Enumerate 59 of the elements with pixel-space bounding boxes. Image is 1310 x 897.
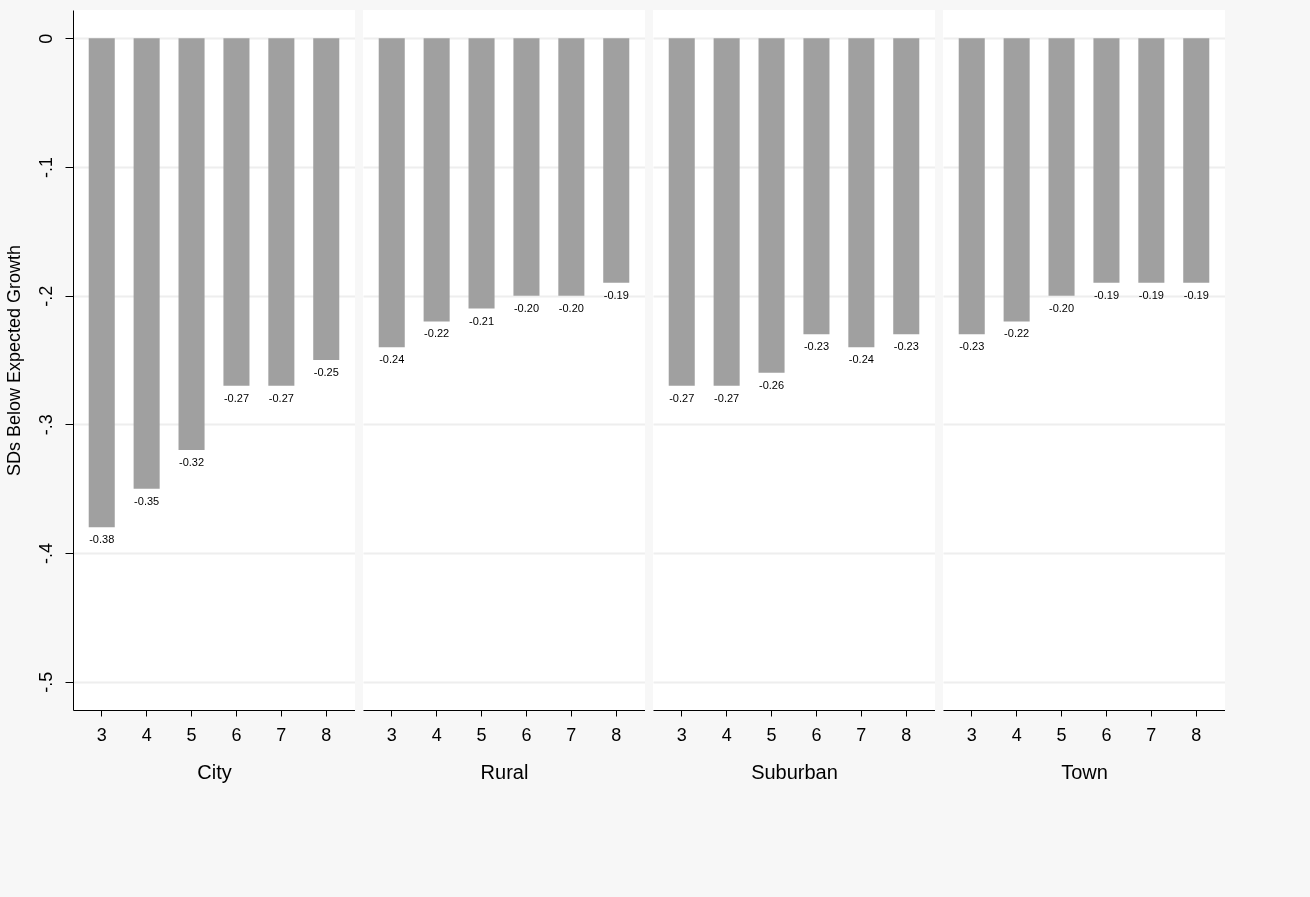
data-label: -0.23 xyxy=(803,340,829,353)
data-label: -0.35 xyxy=(134,494,160,507)
x-tick-label: 5 xyxy=(186,724,197,745)
data-label: -0.19 xyxy=(603,288,629,301)
x-tick-label: 6 xyxy=(521,724,532,745)
x-tick-label: 5 xyxy=(766,724,777,745)
x-tick-label: 8 xyxy=(901,724,912,745)
x-tick-label: 5 xyxy=(1056,724,1067,745)
y-axis-title: SDs Below Expected Growth xyxy=(3,244,24,477)
x-axis-title: Rural xyxy=(480,760,529,783)
y-tick-label: -.1 xyxy=(35,156,56,178)
data-label: -0.23 xyxy=(959,340,985,353)
y-tick-label: 0 xyxy=(35,33,56,44)
x-tick-label: 5 xyxy=(476,724,487,745)
x-tick-label: 8 xyxy=(1191,724,1202,745)
x-tick-label: 7 xyxy=(276,724,287,745)
x-tick-label: 4 xyxy=(1011,724,1022,745)
data-label: -0.22 xyxy=(424,327,450,340)
data-label: -0.19 xyxy=(1183,288,1209,301)
data-label: -0.38 xyxy=(89,533,115,546)
data-label: -0.25 xyxy=(313,366,339,378)
x-tick-label: 3 xyxy=(966,724,977,745)
y-tick-label: -.5 xyxy=(35,671,56,693)
x-tick-label: 7 xyxy=(566,724,577,745)
x-tick-label: 8 xyxy=(611,724,622,745)
x-tick-label: 3 xyxy=(386,724,397,745)
data-label: -0.20 xyxy=(558,301,584,314)
x-tick-label: 4 xyxy=(721,724,732,745)
x-axis-title: Town xyxy=(1061,760,1108,783)
y-tick-label: -.4 xyxy=(35,543,56,565)
x-tick-label: 6 xyxy=(811,724,822,745)
data-label: -0.26 xyxy=(759,378,785,391)
data-label: -0.32 xyxy=(179,456,205,469)
data-label: -0.27 xyxy=(714,391,740,404)
data-label: -0.23 xyxy=(893,340,919,353)
x-tick-label: 7 xyxy=(856,724,867,745)
y-tick-label: -.2 xyxy=(35,285,56,307)
data-label: -0.24 xyxy=(848,353,874,366)
data-label: -0.21 xyxy=(469,314,495,327)
x-tick-label: 4 xyxy=(141,724,152,745)
data-label: -0.24 xyxy=(379,353,405,366)
data-label: -0.19 xyxy=(1093,288,1119,301)
data-label: -0.22 xyxy=(1004,327,1030,340)
x-axis-title: Suburban xyxy=(751,760,838,783)
x-tick-label: 3 xyxy=(676,724,687,745)
x-tick-label: 7 xyxy=(1146,724,1157,745)
x-axis-title: City xyxy=(197,760,232,783)
data-label: -0.20 xyxy=(1049,301,1075,314)
data-label: -0.19 xyxy=(1138,288,1164,301)
x-tick-label: 6 xyxy=(231,724,242,745)
x-tick-label: 6 xyxy=(1101,724,1112,745)
data-label: -0.20 xyxy=(513,301,539,314)
data-label: -0.27 xyxy=(223,391,249,404)
x-tick-label: 8 xyxy=(321,724,332,745)
x-tick-label: 4 xyxy=(431,724,442,745)
x-tick-label: 3 xyxy=(96,724,107,745)
data-label: -0.27 xyxy=(268,391,294,404)
y-tick-label: -.3 xyxy=(35,414,56,436)
data-label: -0.27 xyxy=(669,391,695,404)
